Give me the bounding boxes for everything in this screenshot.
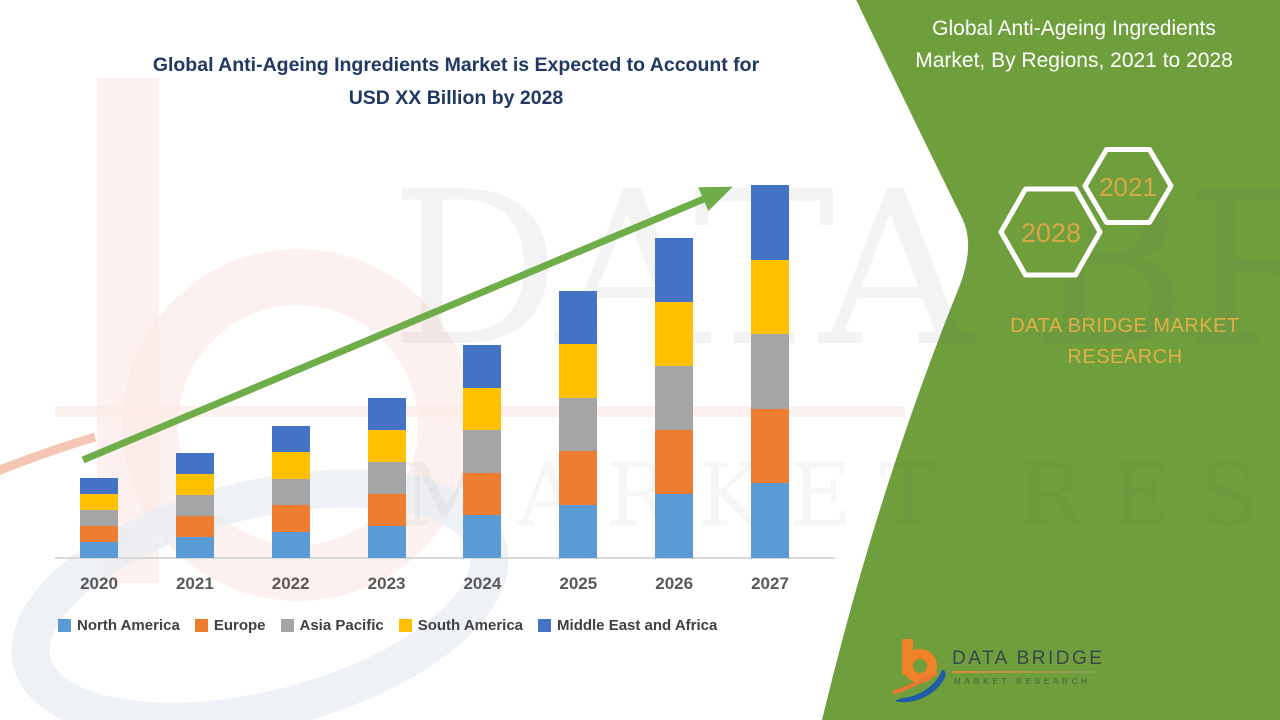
bar-segment-2022-middle-east-and-africa bbox=[271, 426, 310, 453]
legend-swatch bbox=[398, 619, 412, 632]
legend-swatch bbox=[194, 619, 208, 632]
legend-item-asia-pacific: Asia Pacific bbox=[280, 617, 384, 634]
chart-title-line2: USD XX Billion by 2028 bbox=[348, 87, 564, 109]
bar-segment-2020-middle-east-and-africa bbox=[80, 478, 118, 494]
x-axis-label-2021: 2021 bbox=[175, 574, 214, 593]
bar-segment-2020-europe bbox=[80, 526, 118, 542]
bar-segment-2026-north-america bbox=[655, 494, 694, 558]
bar-segment-2024-south-america bbox=[463, 387, 502, 431]
brand-text-line1: DATA BRIDGE MARKET bbox=[1010, 315, 1240, 337]
logo-orange-swoosh bbox=[893, 671, 938, 695]
bar-segment-2022-europe bbox=[271, 505, 310, 532]
footer-logo-tagline: MARKET RESEARCH bbox=[954, 677, 1091, 686]
bar-segment-2027-middle-east-and-africa bbox=[751, 185, 789, 260]
bar-segment-2024-middle-east-and-africa bbox=[463, 345, 502, 388]
bar-segment-2022-south-america bbox=[271, 452, 310, 479]
footer-logo-divider bbox=[952, 671, 1099, 673]
hexagon-2028 bbox=[998, 186, 1103, 278]
chart-title: Global Anti-Ageing Ingredients Market is… bbox=[75, 49, 837, 115]
x-axis-label-2026: 2026 bbox=[655, 574, 694, 593]
bar-segment-2023-europe bbox=[367, 494, 406, 526]
legend-label: North America bbox=[77, 617, 180, 634]
bar-segment-2026-asia-pacific bbox=[655, 366, 694, 430]
bar-segment-2027-asia-pacific bbox=[751, 334, 789, 409]
watermark-red-swoosh bbox=[0, 432, 97, 475]
logo-blue-swoosh bbox=[895, 670, 946, 703]
bar-segment-2024-asia-pacific bbox=[463, 430, 502, 473]
bar-segment-2023-middle-east-and-africa bbox=[367, 398, 406, 430]
bar-segment-2023-asia-pacific bbox=[367, 462, 406, 494]
bar-segment-2026-europe bbox=[655, 430, 694, 494]
bar-segment-2022-asia-pacific bbox=[271, 478, 310, 506]
chart-legend: North America Europe Asia Pacific South Ame… bbox=[58, 617, 717, 634]
chart-title-line1: Global Anti-Ageing Ingredients Market is… bbox=[152, 54, 760, 76]
bar-segment-2025-asia-pacific bbox=[559, 397, 598, 452]
bar-segment-2020-asia-pacific bbox=[80, 510, 118, 526]
x-axis-label-2027: 2027 bbox=[751, 574, 789, 593]
watermark-b-bowl bbox=[122, 249, 474, 601]
side-panel-brand-text: DATA BRIDGE MARKET RESEARCH bbox=[975, 311, 1275, 373]
brand-text-line2: RESEARCH bbox=[1067, 346, 1183, 368]
hexagon-2028-label: 2028 bbox=[1021, 218, 1081, 248]
side-panel-heading-line1: Global Anti-Ageing Ingredients bbox=[932, 17, 1216, 40]
bar-segment-2021-south-america bbox=[175, 474, 214, 495]
bar-segment-2023-south-america bbox=[367, 430, 406, 462]
bar-segment-2026-middle-east-and-africa bbox=[655, 238, 694, 302]
legend-label: Middle East and Africa bbox=[557, 617, 718, 634]
legend-item-middle-east-and-africa: Middle East and Africa bbox=[538, 617, 717, 634]
legend-swatch bbox=[58, 619, 71, 632]
hexagon-2021 bbox=[1082, 147, 1174, 225]
legend-item-south-america: South America bbox=[398, 617, 524, 634]
databridge-logo-icon bbox=[893, 639, 946, 703]
x-axis-label-2020: 2020 bbox=[80, 574, 118, 593]
bar-segment-2020-south-america bbox=[80, 494, 118, 510]
legend-label: Asia Pacific bbox=[299, 617, 384, 634]
side-panel-heading: Global Anti-Ageing Ingredients Market, B… bbox=[884, 13, 1264, 77]
bar-segment-2025-north-america bbox=[559, 504, 598, 558]
legend-swatch bbox=[280, 619, 294, 632]
legend-label: South America bbox=[417, 617, 524, 634]
legend-item-europe: Europe bbox=[194, 617, 266, 634]
bar-segment-2025-south-america bbox=[559, 344, 598, 398]
bar-segment-2027-europe bbox=[751, 408, 789, 484]
bar-segment-2021-middle-east-and-africa bbox=[175, 453, 214, 474]
bar-segment-2021-north-america bbox=[175, 537, 214, 558]
footer-logo-name: DATA BRIDGE bbox=[952, 648, 1105, 669]
x-axis-label-2023: 2023 bbox=[367, 574, 406, 593]
legend-swatch bbox=[538, 619, 552, 632]
legend-label: Europe bbox=[213, 617, 266, 634]
bar-segment-2026-south-america bbox=[655, 302, 694, 366]
bar-segment-2022-north-america bbox=[271, 531, 310, 558]
x-axis-label-2025: 2025 bbox=[559, 574, 598, 593]
x-axis-line bbox=[55, 557, 835, 559]
bar-segment-2021-asia-pacific bbox=[175, 495, 214, 516]
x-axis-label-2024: 2024 bbox=[463, 574, 502, 593]
bar-segment-2025-europe bbox=[559, 451, 598, 505]
bar-segment-2024-europe bbox=[463, 472, 502, 516]
logo-b-bowl bbox=[903, 649, 937, 683]
bar-segment-2027-north-america bbox=[751, 483, 789, 558]
bar-segment-2021-europe bbox=[175, 516, 214, 537]
trend-arrow-line bbox=[81, 186, 733, 464]
legend-item-north-america: North America bbox=[58, 617, 180, 634]
side-panel-heading-line2: Market, By Regions, 2021 to 2028 bbox=[915, 49, 1233, 72]
bar-segment-2020-north-america bbox=[80, 542, 118, 558]
bar-segment-2023-north-america bbox=[367, 526, 406, 558]
watermark-text-marketresearch: MARKET RESEARCH bbox=[402, 446, 1280, 546]
bar-segment-2024-north-america bbox=[463, 515, 502, 558]
hexagon-2021-label: 2021 bbox=[1099, 172, 1157, 202]
bar-segment-2025-middle-east-and-africa bbox=[559, 291, 598, 345]
x-axis-label-2022: 2022 bbox=[271, 574, 310, 593]
bar-segment-2027-south-america bbox=[751, 259, 789, 335]
